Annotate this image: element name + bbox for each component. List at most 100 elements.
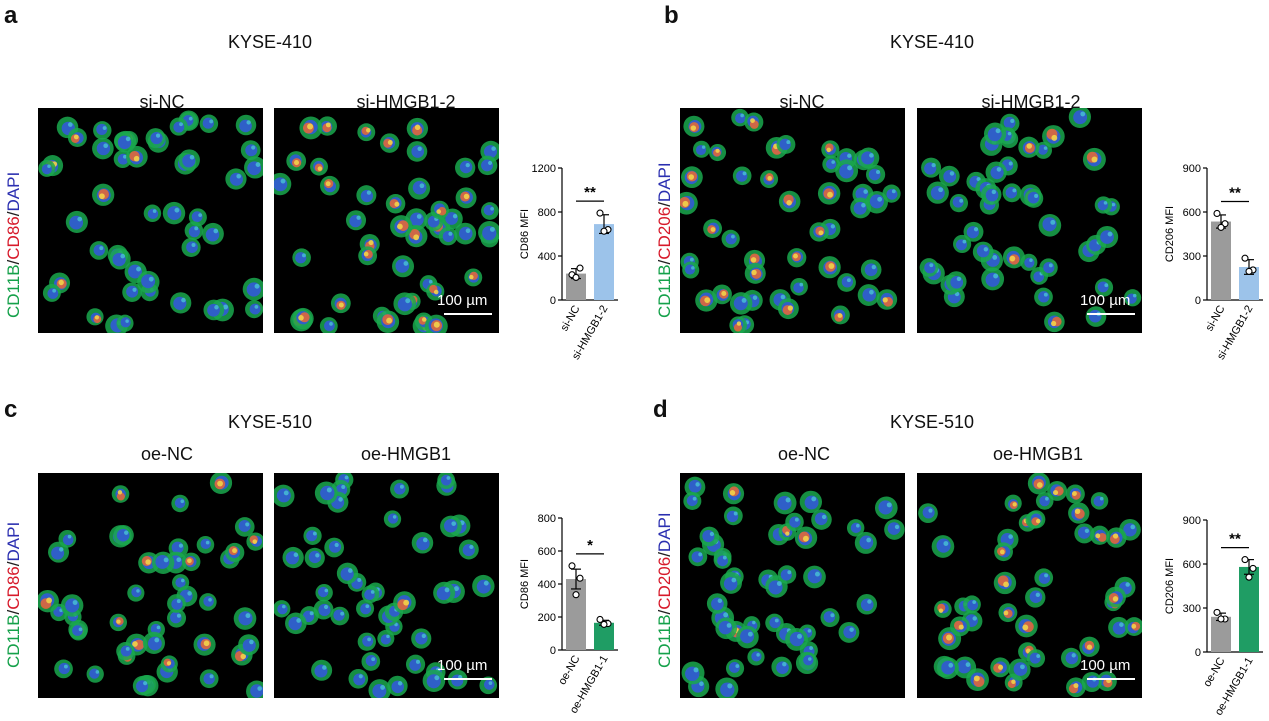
cell	[856, 593, 878, 615]
condition-label: si-HMGB1-2	[981, 92, 1081, 112]
cell	[790, 277, 808, 296]
cell	[390, 215, 413, 238]
cell	[1026, 649, 1046, 668]
stain-sep: /	[4, 561, 23, 567]
cell	[303, 526, 322, 545]
cell	[361, 585, 380, 603]
cell	[132, 675, 153, 696]
cell	[199, 593, 217, 611]
scale-bar	[444, 313, 492, 315]
cell-line-title: KYSE-410	[889, 32, 975, 52]
cell	[111, 485, 130, 503]
stain-red: CD86	[4, 566, 23, 610]
cell	[688, 547, 708, 567]
cell	[865, 190, 888, 214]
condition-label: oe-NC	[140, 444, 193, 464]
cell	[38, 589, 59, 613]
cell	[310, 157, 328, 176]
data-point	[1217, 615, 1225, 623]
cell	[712, 284, 732, 305]
cell	[89, 241, 109, 260]
stain-sep: /	[4, 211, 23, 217]
bar-si-HMGB1-2	[1239, 267, 1259, 300]
cell	[433, 581, 456, 604]
cell	[390, 479, 409, 499]
cell	[356, 599, 375, 618]
cell	[732, 166, 752, 186]
cell	[776, 135, 796, 154]
cell	[699, 526, 720, 547]
cell	[1047, 480, 1068, 501]
cell	[38, 159, 56, 177]
cell	[1124, 617, 1142, 636]
cell	[966, 668, 989, 692]
cell	[1105, 586, 1127, 608]
cell	[184, 221, 204, 240]
cell	[235, 114, 257, 136]
data-point	[1241, 254, 1249, 262]
panel-letter: a	[4, 2, 18, 29]
y-axis-label: CD206 MFI	[1164, 206, 1176, 262]
microscopy-image: 100 µm	[917, 108, 1142, 333]
cell	[1060, 647, 1082, 669]
cell	[181, 552, 201, 572]
cell	[713, 550, 732, 569]
cell	[744, 262, 766, 284]
cell	[1034, 568, 1054, 588]
cell	[246, 532, 263, 551]
cell	[1108, 616, 1130, 638]
cell	[292, 307, 314, 330]
cell	[137, 270, 160, 294]
cell	[125, 633, 148, 656]
cell	[142, 631, 165, 654]
cell	[116, 314, 134, 332]
condition-label: oe-HMGB1	[992, 444, 1084, 464]
cell	[846, 519, 865, 537]
cell	[196, 536, 215, 554]
stain-red: CD86	[4, 216, 23, 260]
cell	[426, 282, 445, 301]
cell	[1081, 671, 1102, 693]
cell	[299, 116, 323, 140]
cell	[92, 137, 114, 160]
significance-label: **	[1229, 531, 1241, 548]
stain-blue: DAPI	[655, 162, 674, 203]
cell	[803, 565, 826, 589]
cell	[422, 669, 446, 693]
cell	[1090, 525, 1110, 545]
cell	[203, 299, 225, 321]
data-point	[600, 227, 608, 235]
scale-bar-label: 100 µm	[437, 657, 488, 674]
stain-red: CD206	[655, 206, 674, 260]
cell	[798, 652, 817, 670]
cell	[245, 300, 263, 319]
cell	[785, 627, 808, 651]
cell	[292, 248, 311, 267]
cell	[202, 222, 224, 245]
cell	[411, 532, 434, 554]
cell	[981, 267, 1005, 291]
data-point	[600, 620, 608, 628]
cell	[778, 190, 801, 213]
cell	[317, 116, 337, 136]
condition-label: oe-HMGB1	[360, 444, 452, 464]
cell	[857, 284, 880, 306]
figure-panel-d: d KYSE-510 oe-NC oe-HMGB1 100 µm CD11B/CD206/…	[640, 362, 1269, 721]
cell	[945, 271, 967, 292]
cell	[225, 542, 245, 563]
cell	[171, 494, 189, 513]
cell	[233, 607, 257, 630]
cell	[830, 305, 850, 325]
cell	[1096, 671, 1117, 692]
cell	[113, 525, 134, 546]
significance-label: **	[1229, 184, 1241, 201]
cell	[963, 595, 981, 614]
stain-label: CD11B/CD206/DAPI	[655, 512, 675, 668]
chart-container: 0 200 400 600 800 CD86 MFI oe-NC oe-HMGB1-1 *	[510, 510, 620, 716]
cell	[424, 314, 448, 333]
cell	[1042, 125, 1065, 148]
cell	[794, 526, 818, 549]
cell	[1027, 473, 1050, 495]
cell	[86, 308, 104, 326]
